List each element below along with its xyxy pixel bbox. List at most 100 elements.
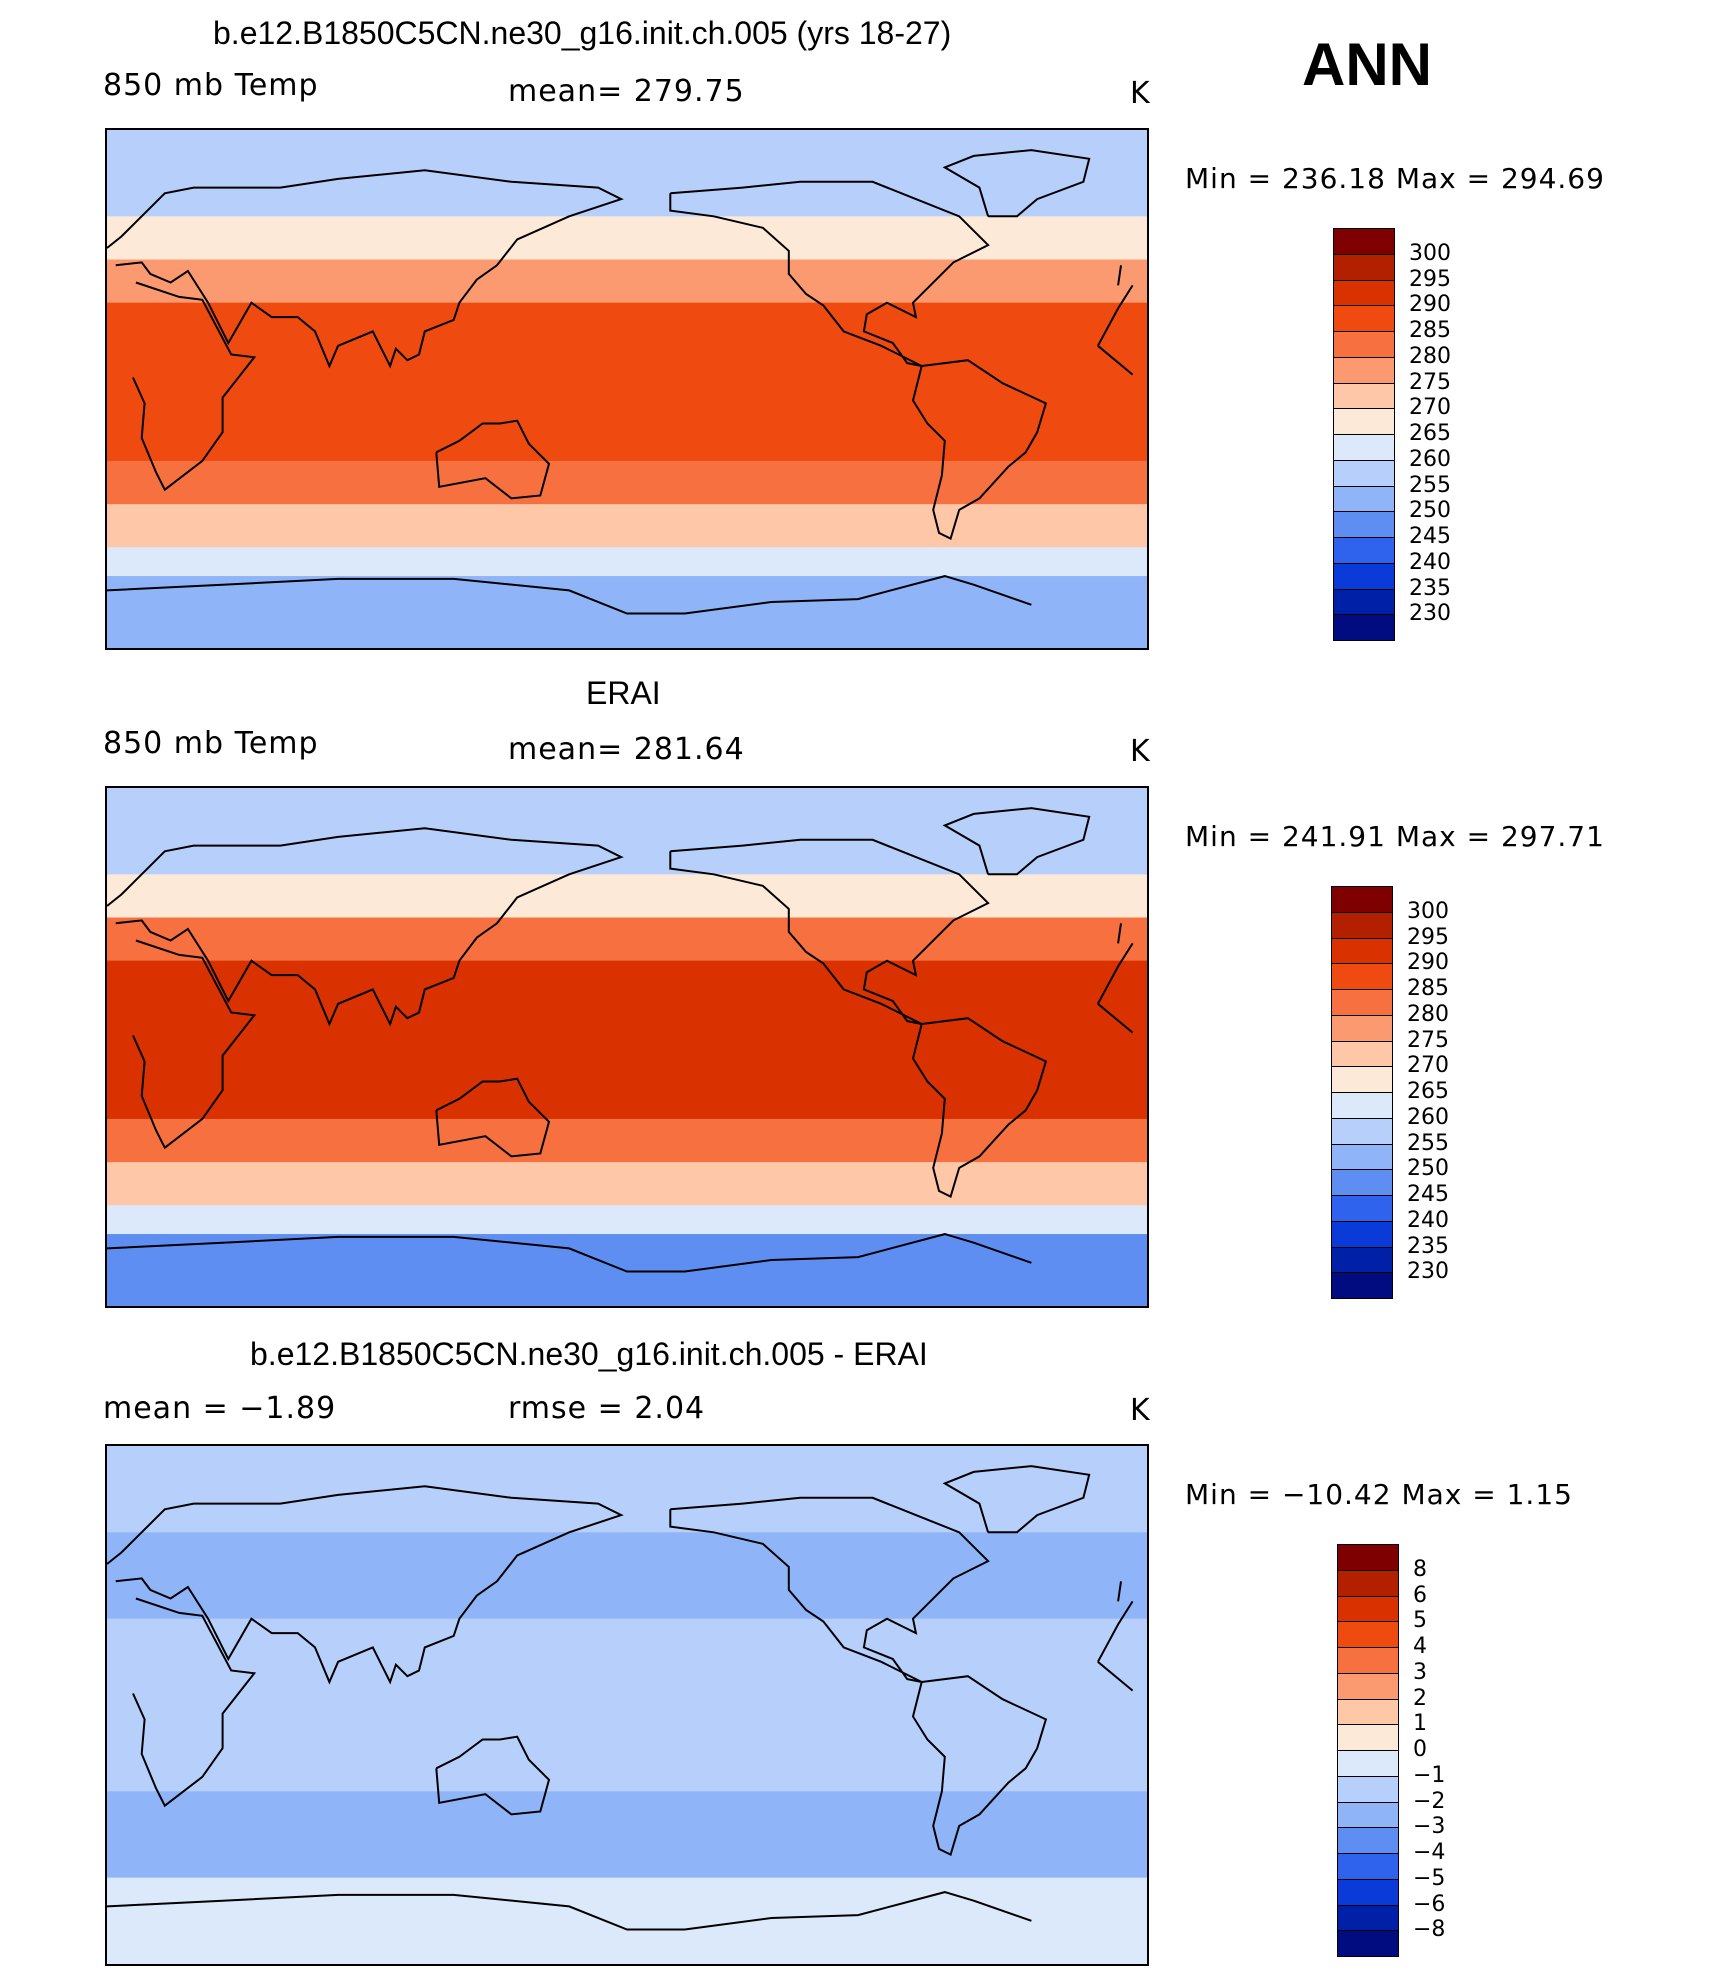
colorbar_diff-box-0	[1337, 1544, 1399, 1571]
colorbar_abs-box-9	[1331, 1117, 1393, 1145]
coastline	[942, 1465, 1091, 1534]
colorbar_abs-box-11	[1331, 1169, 1393, 1196]
zonal-band	[107, 1532, 1147, 1620]
colorbar_abs-label: 255	[1407, 1130, 1449, 1156]
colorbar_abs-label: 255	[1409, 472, 1451, 498]
colorbar_diff-label: −1	[1413, 1762, 1446, 1788]
panel-3-title: b.e12.B1850C5CN.ne30_g16.init.ch.005 - E…	[250, 1336, 928, 1372]
panel-2-left-label: 850 mb Temp	[103, 726, 319, 761]
zonal-band	[107, 259, 1147, 304]
colorbar_abs-label: 235	[1409, 575, 1451, 601]
colorbar_abs-label: 245	[1407, 1182, 1449, 1207]
colorbar_abs-label: 240	[1409, 549, 1451, 575]
coastline	[669, 1496, 990, 1683]
coastline	[107, 1233, 1032, 1273]
colorbar_abs-box-8	[1333, 434, 1395, 461]
zonal-band	[107, 874, 1147, 919]
colorbar_diff-label: −3	[1413, 1814, 1446, 1840]
coastline	[1097, 284, 1134, 347]
colorbar_diff-box-11	[1337, 1827, 1399, 1854]
panel-1-left-label: 850 mb Temp	[103, 68, 319, 103]
colorbar_diff-box-2	[1337, 1595, 1399, 1623]
coastline	[1117, 1581, 1122, 1602]
colorbar_diff-box-1	[1337, 1569, 1399, 1597]
panel-2-minmax: Min = 241.91 Max = 297.71	[1185, 820, 1605, 853]
colorbar_diff-box-10	[1337, 1801, 1399, 1829]
colorbar_abs-box-15	[1331, 1272, 1393, 1299]
colorbar_abs-box-5	[1333, 356, 1395, 384]
colorbar_abs-label: 250	[1409, 498, 1451, 524]
colorbar_abs-box-0	[1331, 886, 1393, 913]
colorbar_diff-box-9	[1337, 1775, 1399, 1803]
zonal-band	[107, 216, 1147, 261]
colorbar_abs-box-8	[1331, 1092, 1393, 1119]
colorbar_abs-box-2	[1331, 937, 1393, 965]
coastline	[107, 1485, 624, 1685]
colorbar_abs-box-5	[1331, 1014, 1393, 1042]
coastline	[911, 1017, 1048, 1199]
panel-1-mean-label: mean= 279.75	[508, 74, 745, 109]
colorbar_abs-label: 245	[1409, 524, 1451, 549]
colorbar_abs-box-12	[1333, 537, 1395, 564]
zonal-band	[107, 1205, 1147, 1236]
colorbar_abs-box-4	[1333, 331, 1395, 358]
colorbar_abs-label: 285	[1409, 318, 1451, 343]
colorbar_abs-label: 285	[1407, 976, 1449, 1001]
zonal-band	[107, 1234, 1147, 1306]
colorbar_diff-label: −8	[1413, 1917, 1446, 1943]
colorbar_abs-label: 250	[1407, 1156, 1449, 1182]
coastline	[669, 180, 990, 367]
coastline	[942, 807, 1091, 876]
zonal-band	[107, 788, 1147, 876]
colorbar_abs-box-3	[1331, 963, 1393, 990]
colorbar_abs-label: 295	[1407, 924, 1449, 950]
colorbar_abs-box-1	[1333, 253, 1395, 281]
colorbar_abs-box-10	[1333, 485, 1395, 513]
zonal-band	[107, 1446, 1147, 1534]
colorbar_abs-label: 300	[1407, 898, 1449, 924]
colorbar_abs-label: 230	[1409, 601, 1451, 627]
map-svg-2	[107, 1446, 1147, 1964]
panel-3-rmse-label: rmse = 2.04	[508, 1391, 706, 1426]
coastline	[942, 149, 1091, 218]
panel-3-minmax: Min = −10.42 Max = 1.15	[1185, 1478, 1573, 1511]
zonal-band	[107, 302, 1147, 462]
panel-3-left-label: mean = −1.89	[103, 1391, 337, 1426]
coastline	[1117, 923, 1122, 944]
zonal-band	[107, 130, 1147, 218]
colorbar_abs-box-1	[1331, 911, 1393, 939]
zonal-band	[107, 460, 1147, 506]
coastline	[911, 1675, 1048, 1857]
coastline	[435, 419, 551, 500]
coastline	[132, 1597, 257, 1808]
colorbar_abs-box-13	[1331, 1220, 1393, 1248]
coastline	[132, 281, 257, 492]
colorbar_diff-label: 3	[1413, 1659, 1427, 1685]
colorbar_abs-label: 260	[1409, 446, 1451, 472]
colorbar_diff-box-13	[1337, 1878, 1399, 1906]
panel-1-title: b.e12.B1850C5CN.ne30_g16.init.ch.005 (yr…	[213, 15, 952, 51]
coastline	[132, 939, 257, 1150]
colorbar_abs-box-7	[1331, 1066, 1393, 1093]
colorbar_abs-label: 270	[1409, 395, 1451, 421]
colorbar_abs-label: 300	[1409, 240, 1451, 266]
panel-2-units-label: K	[1130, 734, 1151, 769]
zonal-band	[107, 1162, 1147, 1207]
colorbar_abs-label: 235	[1407, 1233, 1449, 1259]
season-label: ANN	[1302, 31, 1432, 98]
colorbar_abs-label: 275	[1407, 1027, 1449, 1053]
zonal-band	[107, 1118, 1147, 1164]
colorbar_abs-label: 295	[1409, 266, 1451, 292]
colorbar_diff-label: 4	[1413, 1634, 1427, 1659]
colorbar_diff-label: 6	[1413, 1582, 1427, 1608]
colorbar_diff-box-6	[1337, 1698, 1399, 1726]
colorbar_abs-box-4	[1331, 989, 1393, 1016]
zonal-band	[107, 1877, 1147, 1964]
colorbar_abs-box-9	[1333, 459, 1395, 487]
panel-3-colorbar: 8 6 5 4 3 2 1 0 −1 −2 −3 −4 −5 −6 −8	[1337, 1544, 1457, 1957]
panel-3-units-label: K	[1130, 1393, 1151, 1428]
colorbar_abs-label: 275	[1409, 369, 1451, 395]
coastline	[1097, 1003, 1134, 1034]
coastline	[1097, 345, 1134, 376]
